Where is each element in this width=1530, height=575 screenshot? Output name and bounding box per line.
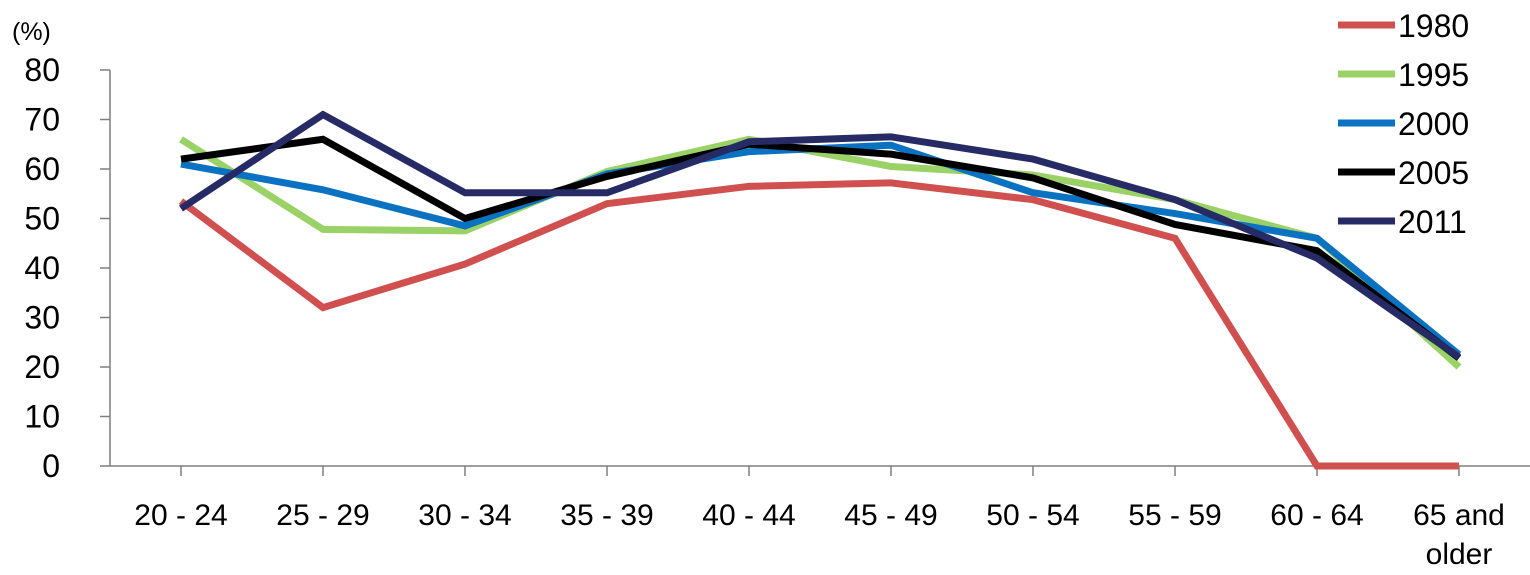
y-tick-label: 80 — [24, 52, 60, 88]
x-tick-label: 50 - 54 — [986, 499, 1079, 532]
x-tick-label: 55 - 59 — [1128, 499, 1221, 532]
legend-item-1980: 1980 — [1338, 8, 1469, 44]
y-axis: 0 10 20 30 40 50 60 70 80 — [24, 52, 111, 484]
series-line-2000 — [180, 141, 1462, 358]
y-tick-label: 0 — [42, 448, 60, 484]
legend-item-2005: 2005 — [1338, 155, 1469, 191]
y-tick-label: 50 — [24, 201, 60, 237]
x-tick-label: 60 - 64 — [1270, 499, 1363, 532]
y-tick-label: 10 — [24, 399, 60, 435]
legend-label: 1980 — [1398, 8, 1469, 44]
series-line-2011 — [179, 110, 1462, 360]
legend-item-1995: 1995 — [1338, 57, 1469, 93]
x-tick-label: 35 - 39 — [560, 499, 653, 532]
y-tick-label: 40 — [24, 250, 60, 286]
legend-label: 2011 — [1398, 204, 1467, 240]
y-axis-unit-label: (%) — [12, 18, 51, 46]
series-line-1995 — [179, 135, 1462, 370]
y-tick-label: 70 — [24, 102, 60, 138]
series-lines — [178, 110, 1462, 470]
x-axis: 20 - 24 25 - 29 30 - 34 35 - 39 40 - 44 45 - … — [110, 465, 1530, 571]
x-tick-label: 20 - 24 — [134, 499, 227, 532]
legend-label: 2000 — [1398, 106, 1469, 142]
x-tick-label: 40 - 44 — [702, 499, 795, 532]
x-tick-label: 45 - 49 — [844, 499, 937, 532]
series-line-2005 — [180, 135, 1462, 361]
legend: 1980 1995 2000 2005 2011 — [1338, 8, 1469, 240]
series-line-1980 — [178, 179, 1459, 470]
y-tick-label: 20 — [24, 349, 60, 385]
legend-item-2011: 2011 — [1338, 204, 1467, 240]
legend-label: 2005 — [1398, 155, 1469, 191]
y-tick-label: 30 — [24, 300, 60, 336]
legend-label: 1995 — [1398, 57, 1469, 93]
x-tick-label: 25 - 29 — [276, 499, 369, 532]
legend-item-2000: 2000 — [1338, 106, 1469, 142]
x-tick-label: 65 and older — [1413, 499, 1505, 571]
y-tick-label: 60 — [24, 151, 60, 187]
x-tick-label: 30 - 34 — [418, 499, 511, 532]
